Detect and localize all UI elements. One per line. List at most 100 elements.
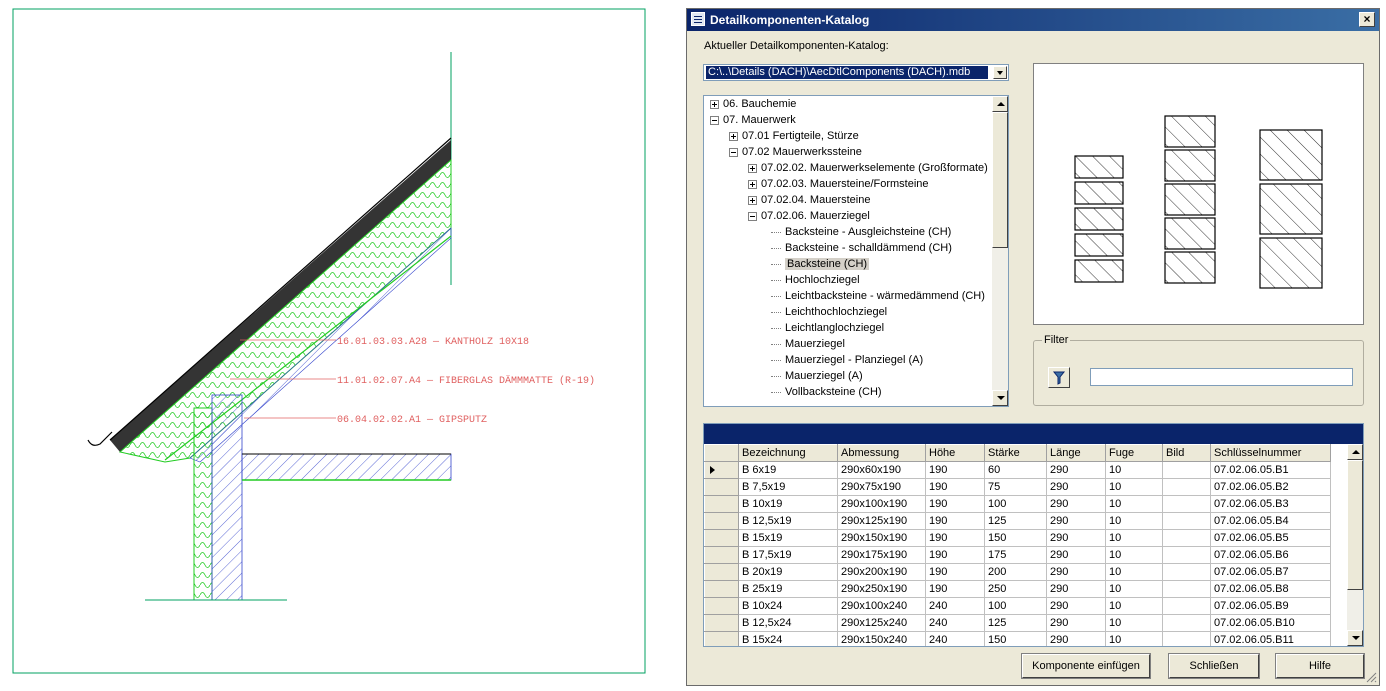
- expand-icon[interactable]: [710, 99, 719, 109]
- tree-item[interactable]: 07.02.02. Mauerwerkselemente (Großformat…: [748, 160, 988, 176]
- table-cell[interactable]: 07.02.06.05.B4: [1210, 512, 1331, 530]
- row-header[interactable]: [704, 631, 739, 646]
- table-row[interactable]: B 17,5x19 290x175x190 190 175 290 10 07.02.06.…: [704, 546, 1331, 564]
- tree-item[interactable]: Mauerziegel (A): [767, 368, 863, 384]
- table-cell[interactable]: 290x100x240: [837, 597, 926, 615]
- table-cell[interactable]: 250: [984, 580, 1047, 598]
- filter-input[interactable]: [1090, 368, 1353, 386]
- table-cell[interactable]: 290x125x240: [837, 614, 926, 632]
- table-cell[interactable]: 07.02.06.05.B6: [1210, 546, 1331, 564]
- table-cell[interactable]: 290x175x190: [837, 546, 926, 564]
- table-cell[interactable]: 240: [925, 631, 985, 646]
- table-row[interactable]: B 20x19 290x200x190 190 200 290 10 07.02.06.05…: [704, 563, 1331, 581]
- table-cell[interactable]: 290: [1046, 529, 1106, 547]
- table-cell[interactable]: 125: [984, 512, 1047, 530]
- table-cell[interactable]: 07.02.06.05.B9: [1210, 597, 1331, 615]
- close-icon[interactable]: ×: [1359, 12, 1375, 27]
- row-header[interactable]: [704, 597, 739, 615]
- table-cell[interactable]: 07.02.06.05.B3: [1210, 495, 1331, 513]
- row-header[interactable]: [704, 546, 739, 564]
- tree-item[interactable]: 07.02.06. Mauerziegel: [748, 208, 870, 224]
- table-cell[interactable]: 07.02.06.05.B1: [1210, 461, 1331, 479]
- dialog-titlebar[interactable]: Detailkomponenten-Katalog ×: [687, 9, 1379, 31]
- table-row[interactable]: B 12,5x19 290x125x190 190 125 290 10 07.02.06.…: [704, 512, 1331, 530]
- table-cell[interactable]: 125: [984, 614, 1047, 632]
- table-cell[interactable]: 100: [984, 495, 1047, 513]
- table-cell[interactable]: 07.02.06.05.B8: [1210, 580, 1331, 598]
- tree-scroll-thumb[interactable]: [992, 112, 1008, 248]
- table-cell[interactable]: 75: [984, 478, 1047, 496]
- table-cell[interactable]: [1162, 512, 1211, 530]
- table-cell[interactable]: 240: [925, 614, 985, 632]
- table-cell[interactable]: 175: [984, 546, 1047, 564]
- table-cell[interactable]: 07.02.06.05.B5: [1210, 529, 1331, 547]
- table-cell[interactable]: 07.02.06.05.B7: [1210, 563, 1331, 581]
- table-cell[interactable]: 60: [984, 461, 1047, 479]
- table-cell[interactable]: B 17,5x19: [738, 546, 838, 564]
- table-cell[interactable]: 290: [1046, 546, 1106, 564]
- expand-icon[interactable]: [748, 195, 757, 205]
- table-cell[interactable]: 07.02.06.05.B11: [1210, 631, 1331, 646]
- table-cell[interactable]: 290: [1046, 512, 1106, 530]
- close-button[interactable]: Schließen: [1168, 653, 1260, 679]
- row-header[interactable]: [704, 495, 739, 513]
- table-cell[interactable]: [1162, 495, 1211, 513]
- row-header[interactable]: [704, 580, 739, 598]
- table-cell[interactable]: B 15x24: [738, 631, 838, 646]
- table-cell[interactable]: 190: [925, 512, 985, 530]
- table-cell[interactable]: 290: [1046, 597, 1106, 615]
- expand-icon[interactable]: [748, 163, 757, 173]
- tree-item[interactable]: Backsteine - Ausgleichsteine (CH): [767, 224, 951, 240]
- tree-item[interactable]: 07. Mauerwerk: [710, 112, 796, 128]
- table-cell[interactable]: [1162, 597, 1211, 615]
- table-cell[interactable]: [1162, 478, 1211, 496]
- table-cell[interactable]: B 25x19: [738, 580, 838, 598]
- column-header[interactable]: Stärke: [984, 444, 1047, 462]
- table-row[interactable]: B 25x19 290x250x190 190 250 290 10 07.02.06.05…: [704, 580, 1331, 598]
- tree-item[interactable]: Hochlochziegel: [767, 272, 860, 288]
- scroll-down-icon[interactable]: [1347, 630, 1363, 646]
- help-button[interactable]: Hilfe: [1275, 653, 1365, 679]
- catalog-path-select[interactable]: C:\..\Details (DACH)\AecDtlComponents (D…: [703, 64, 1009, 81]
- table-cell[interactable]: 150: [984, 529, 1047, 547]
- table-cell[interactable]: [1162, 580, 1211, 598]
- table-cell[interactable]: 07.02.06.05.B10: [1210, 614, 1331, 632]
- row-header[interactable]: [704, 563, 739, 581]
- table-cell[interactable]: 190: [925, 495, 985, 513]
- table-scroll-thumb[interactable]: [1347, 460, 1363, 590]
- table-row[interactable]: B 6x19 290x60x190 190 60 290 10 07.02.06.05.B1: [704, 461, 1331, 479]
- table-cell[interactable]: 10: [1105, 614, 1163, 632]
- table-cell[interactable]: [1162, 546, 1211, 564]
- column-header[interactable]: Fuge: [1105, 444, 1163, 462]
- tree-item[interactable]: 07.02.03. Mauersteine/Formsteine: [748, 176, 929, 192]
- column-header[interactable]: Höhe: [925, 444, 985, 462]
- column-header[interactable]: Bild: [1162, 444, 1211, 462]
- table-cell[interactable]: 290: [1046, 495, 1106, 513]
- table-cell[interactable]: 290x75x190: [837, 478, 926, 496]
- table-cell[interactable]: B 10x19: [738, 495, 838, 513]
- table-cell[interactable]: 150: [984, 631, 1047, 646]
- table-cell[interactable]: B 12,5x24: [738, 614, 838, 632]
- table-cell[interactable]: 100: [984, 597, 1047, 615]
- table-cell[interactable]: 10: [1105, 631, 1163, 646]
- table-cell[interactable]: 10: [1105, 563, 1163, 581]
- chevron-down-icon[interactable]: [993, 66, 1007, 79]
- table-cell[interactable]: 190: [925, 563, 985, 581]
- tree-item[interactable]: 07.02.04. Mauersteine: [748, 192, 870, 208]
- collapse-icon[interactable]: [729, 147, 738, 157]
- table-cell[interactable]: 290x60x190: [837, 461, 926, 479]
- tree-item[interactable]: Mauerziegel: [767, 336, 845, 352]
- resize-grip-icon[interactable]: [1365, 671, 1377, 683]
- table-cell[interactable]: 200: [984, 563, 1047, 581]
- tree-item[interactable]: Leichtbacksteine - wärmedämmend (CH): [767, 288, 985, 304]
- table-cell[interactable]: 290x200x190: [837, 563, 926, 581]
- tree-item[interactable]: Backsteine - schalldämmend (CH): [767, 240, 952, 256]
- scroll-up-icon[interactable]: [1347, 444, 1363, 460]
- table-cell[interactable]: 10: [1105, 495, 1163, 513]
- column-header[interactable]: Bezeichnung: [738, 444, 838, 462]
- table-cell[interactable]: 190: [925, 461, 985, 479]
- table-cell[interactable]: B 7,5x19: [738, 478, 838, 496]
- table-cell[interactable]: B 20x19: [738, 563, 838, 581]
- column-header[interactable]: Abmessung: [837, 444, 926, 462]
- collapse-icon[interactable]: [710, 115, 719, 125]
